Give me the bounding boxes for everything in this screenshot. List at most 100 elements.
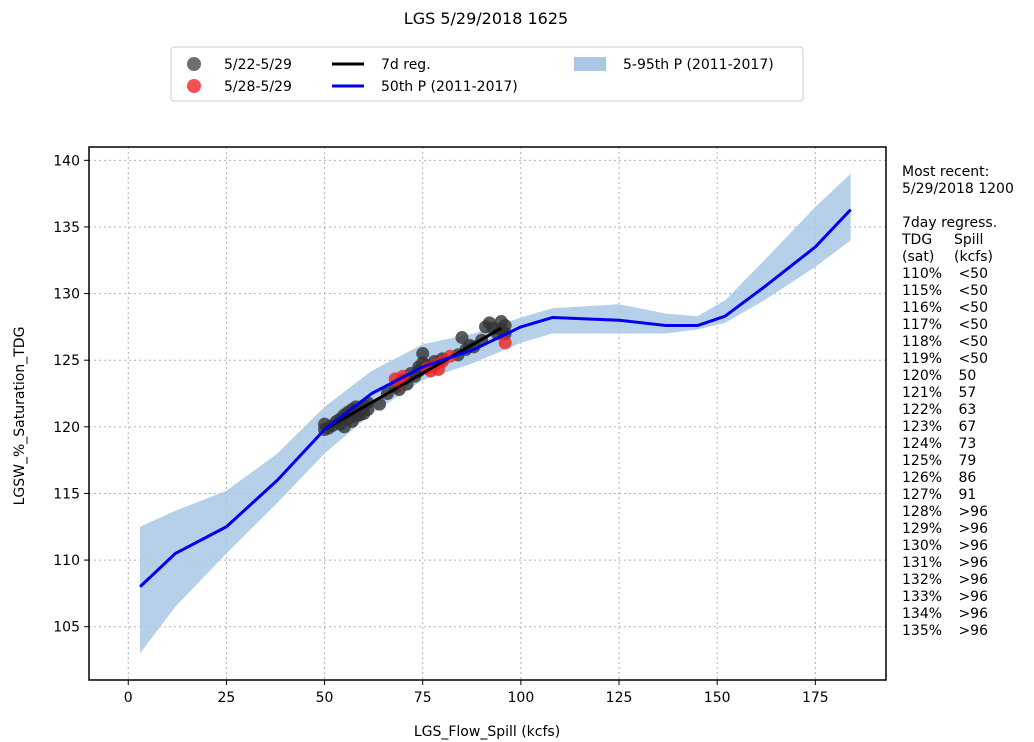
tdg-subheader: (sat)	[902, 249, 935, 265]
regression-panel: Most recent: 5/29/2018 1200 7day regress…	[902, 164, 1014, 640]
tdg-cell: 126%	[902, 470, 943, 486]
tdg-cell: 117%	[902, 317, 943, 333]
table-row: 133% >96	[902, 589, 1014, 606]
legend: 5/22-5/29 5/28-5/29 7d reg. 50th P (2011-20…	[170, 46, 804, 102]
tdg-cell: 128%	[902, 504, 943, 520]
spill-cell: 79	[954, 453, 977, 469]
tdg-cell: 123%	[902, 419, 943, 435]
chart-title: LGS 5/29/2018 1625	[404, 9, 568, 28]
tdg-cell: 116%	[902, 300, 943, 316]
legend-item: 5/28-5/29	[187, 79, 292, 95]
spill-cell: <50	[954, 283, 988, 299]
spill-subheader: (kcfs)	[954, 249, 993, 265]
tdg-cell: 124%	[902, 436, 943, 452]
x-tick-label: 150	[704, 690, 731, 706]
spill-cell: 67	[954, 419, 977, 435]
table-row: 115% <50	[902, 283, 1014, 300]
legend-item: 5/22-5/29	[187, 57, 292, 73]
legend-marker	[187, 57, 201, 71]
y-tick-label: 135	[53, 220, 80, 236]
tdg-cell: 132%	[902, 572, 943, 588]
spill-cell: <50	[954, 351, 988, 367]
spill-cell: 73	[954, 436, 977, 452]
tdg-cell: 134%	[902, 606, 943, 622]
x-tick-label: 100	[508, 690, 535, 706]
table-row: 116% <50	[902, 300, 1014, 317]
recent-label: Most recent:	[902, 164, 990, 180]
y-tick-label: 125	[53, 353, 80, 369]
table-row: 127% 91	[902, 487, 1014, 504]
table-row: 119% <50	[902, 351, 1014, 368]
legend-item: 7d reg.	[332, 57, 431, 73]
x-tick-label: 75	[414, 690, 432, 706]
scatter-point	[416, 347, 430, 361]
table-row: 131% >96	[902, 555, 1014, 572]
y-tick-label: 105	[53, 620, 80, 636]
table-row: 122% 63	[902, 402, 1014, 419]
spill-cell: >96	[954, 623, 988, 639]
tdg-cell: 135%	[902, 623, 943, 639]
table-row: 120% 50	[902, 368, 1014, 385]
table-row: 121% 57	[902, 385, 1014, 402]
spill-cell: 50	[954, 368, 977, 384]
tdg-cell: 119%	[902, 351, 943, 367]
legend-label: 7d reg.	[381, 57, 431, 73]
spill-cell: <50	[954, 300, 988, 316]
plot-frame	[88, 146, 887, 681]
table-row: 128% >96	[902, 504, 1014, 521]
legend-box	[170, 46, 804, 102]
table-row: 110% <50	[902, 266, 1014, 283]
table-header: TDG Spill	[902, 232, 1014, 249]
table-row: 135% >96	[902, 623, 1014, 640]
spill-cell: 91	[954, 487, 977, 503]
spill-cell: <50	[954, 334, 988, 350]
table-row: 126% 86	[902, 470, 1014, 487]
table-row: 124% 73	[902, 436, 1014, 453]
table-row: 123% 67	[902, 419, 1014, 436]
y-axis-label: LGSW_%_Saturation_TDG	[12, 327, 28, 506]
regression-line	[323, 326, 502, 431]
legend-marker	[187, 79, 201, 93]
plot-area: 0 25 50 75 100 125 150 175 105 110 115 120 125 130 135…	[53, 146, 887, 706]
spill-cell: <50	[954, 317, 988, 333]
table-row: 117% <50	[902, 317, 1014, 334]
tdg-cell: 110%	[902, 266, 943, 282]
table-row: 118% <50	[902, 334, 1014, 351]
spill-cell: >96	[954, 606, 988, 622]
tdg-cell: 125%	[902, 453, 943, 469]
x-tick-label: 0	[124, 690, 133, 706]
tdg-cell: 115%	[902, 283, 943, 299]
tdg-cell: 133%	[902, 589, 943, 605]
y-tick-label: 120	[53, 420, 80, 436]
table-subheader: (sat) (kcfs)	[902, 249, 1014, 266]
x-tick-label: 125	[606, 690, 633, 706]
x-tick-label: 25	[217, 690, 235, 706]
percentile-band	[140, 173, 851, 654]
x-axis-label: LGS_Flow_Spill (kcfs)	[414, 724, 560, 740]
y-tick-label: 140	[53, 153, 80, 169]
spill-cell: >96	[954, 572, 988, 588]
scatter-point	[498, 336, 512, 350]
legend-swatch	[574, 57, 606, 71]
tdg-cell: 118%	[902, 334, 943, 350]
table-row: 129% >96	[902, 521, 1014, 538]
tdg-cell: 127%	[902, 487, 943, 503]
legend-label: 5/28-5/29	[224, 79, 292, 95]
scatter-point	[455, 331, 469, 345]
median-line	[139, 208, 852, 588]
table-row: 132% >96	[902, 572, 1014, 589]
x-tick-label: 50	[316, 690, 334, 706]
spill-cell: >96	[954, 589, 988, 605]
y-tick-label: 115	[53, 486, 80, 502]
tdg-cell: 121%	[902, 385, 943, 401]
spill-header: Spill	[954, 232, 984, 248]
spill-cell: >96	[954, 504, 988, 520]
x-tick-label: 175	[802, 690, 829, 706]
legend-label: 5-95th P (2011-2017)	[623, 57, 774, 73]
spill-cell: >96	[954, 521, 988, 537]
y-tick-label: 130	[53, 287, 80, 303]
tdg-header: TDG	[902, 232, 933, 248]
tdg-cell: 120%	[902, 368, 943, 384]
spill-cell: 86	[954, 470, 977, 486]
